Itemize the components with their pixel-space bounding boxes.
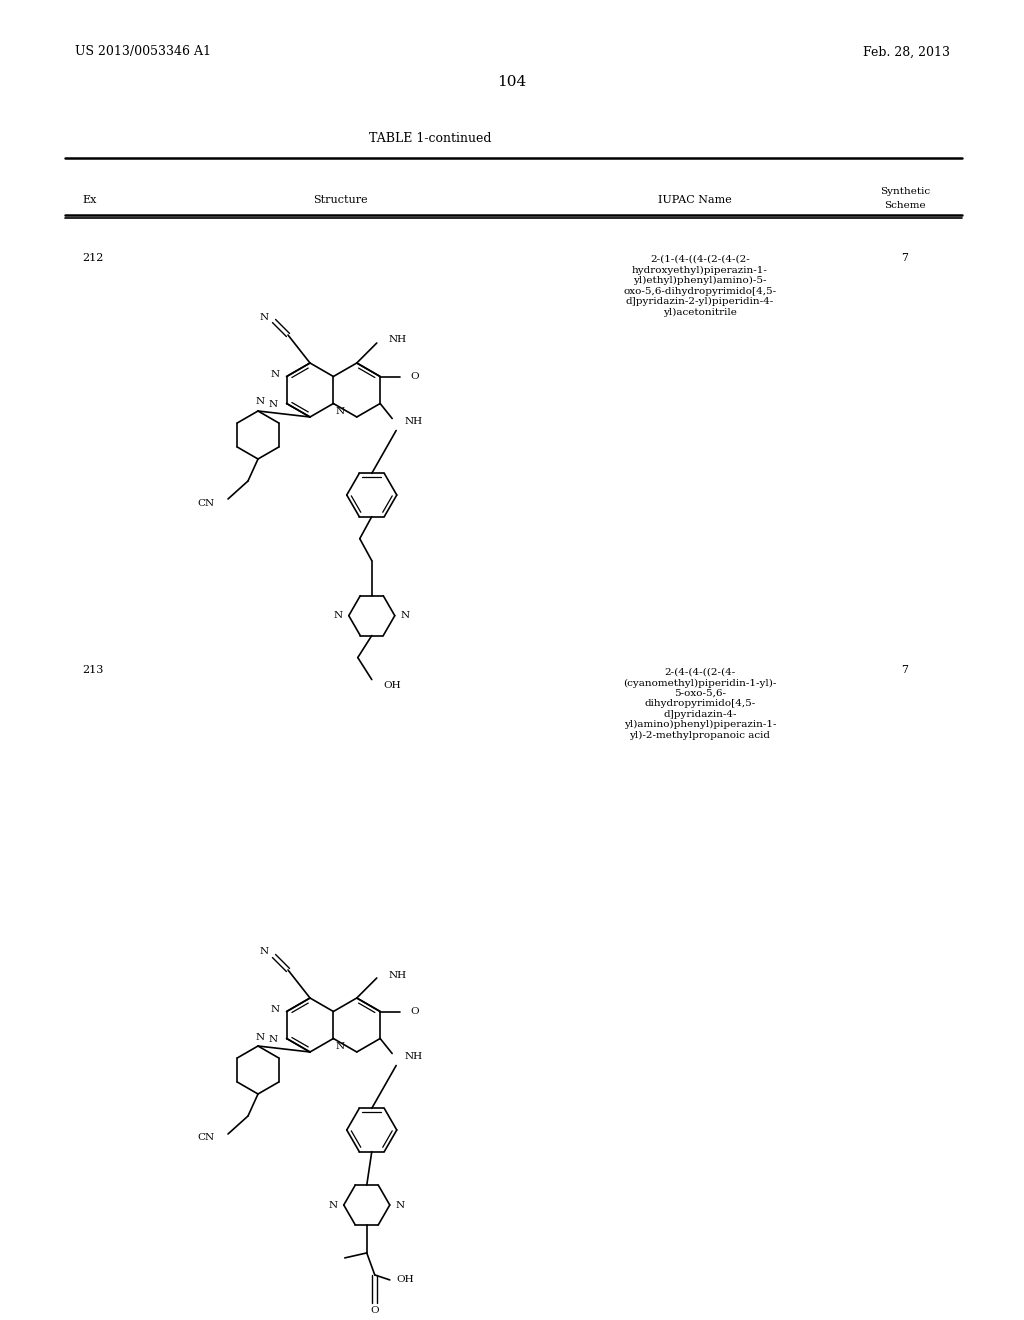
Text: O: O	[411, 1007, 419, 1016]
Text: 7: 7	[901, 665, 908, 675]
Text: N: N	[260, 948, 269, 957]
Text: N: N	[268, 400, 278, 409]
Text: 2-(4-(4-((2-(4-
(cyanomethyl)piperidin-1-yl)-
5-oxo-5,6-
dihydropyrimido[4,5-
d]: 2-(4-(4-((2-(4- (cyanomethyl)piperidin-1…	[624, 668, 776, 739]
Text: OH: OH	[384, 681, 401, 690]
Text: 2-(1-(4-((4-(2-(4-(2-
hydroxyethyl)piperazin-1-
yl)ethyl)phenyl)amino)-5-
oxo-5,: 2-(1-(4-((4-(2-(4-(2- hydroxyethyl)piper…	[624, 255, 776, 317]
Text: NH: NH	[389, 335, 407, 345]
Text: CN: CN	[197, 1134, 214, 1143]
Text: Feb. 28, 2013: Feb. 28, 2013	[863, 45, 950, 58]
Text: O: O	[411, 372, 419, 381]
Text: 212: 212	[82, 253, 103, 263]
Text: N: N	[268, 1035, 278, 1044]
Text: US 2013/0053346 A1: US 2013/0053346 A1	[75, 45, 211, 58]
Text: Structure: Structure	[312, 195, 368, 205]
Text: N: N	[334, 611, 343, 620]
Text: N: N	[336, 1041, 344, 1051]
Text: CN: CN	[197, 499, 214, 507]
Text: NH: NH	[389, 970, 407, 979]
Text: 7: 7	[901, 253, 908, 263]
Text: Scheme: Scheme	[884, 202, 926, 210]
Text: NH: NH	[404, 1052, 422, 1061]
Text: N: N	[255, 1032, 264, 1041]
Text: OH: OH	[396, 1275, 415, 1284]
Text: TABLE 1-continued: TABLE 1-continued	[369, 132, 492, 144]
Text: Ex: Ex	[82, 195, 96, 205]
Text: N: N	[255, 397, 264, 407]
Text: NH: NH	[404, 417, 422, 426]
Text: N: N	[400, 611, 410, 620]
Text: N: N	[329, 1200, 338, 1209]
Text: O: O	[371, 1307, 379, 1316]
Text: N: N	[270, 1005, 280, 1014]
Text: 104: 104	[498, 75, 526, 88]
Text: N: N	[336, 407, 344, 416]
Text: N: N	[260, 313, 269, 322]
Text: IUPAC Name: IUPAC Name	[658, 195, 732, 205]
Text: N: N	[395, 1200, 404, 1209]
Text: 213: 213	[82, 665, 103, 675]
Text: Synthetic: Synthetic	[880, 187, 930, 197]
Text: N: N	[270, 370, 280, 379]
